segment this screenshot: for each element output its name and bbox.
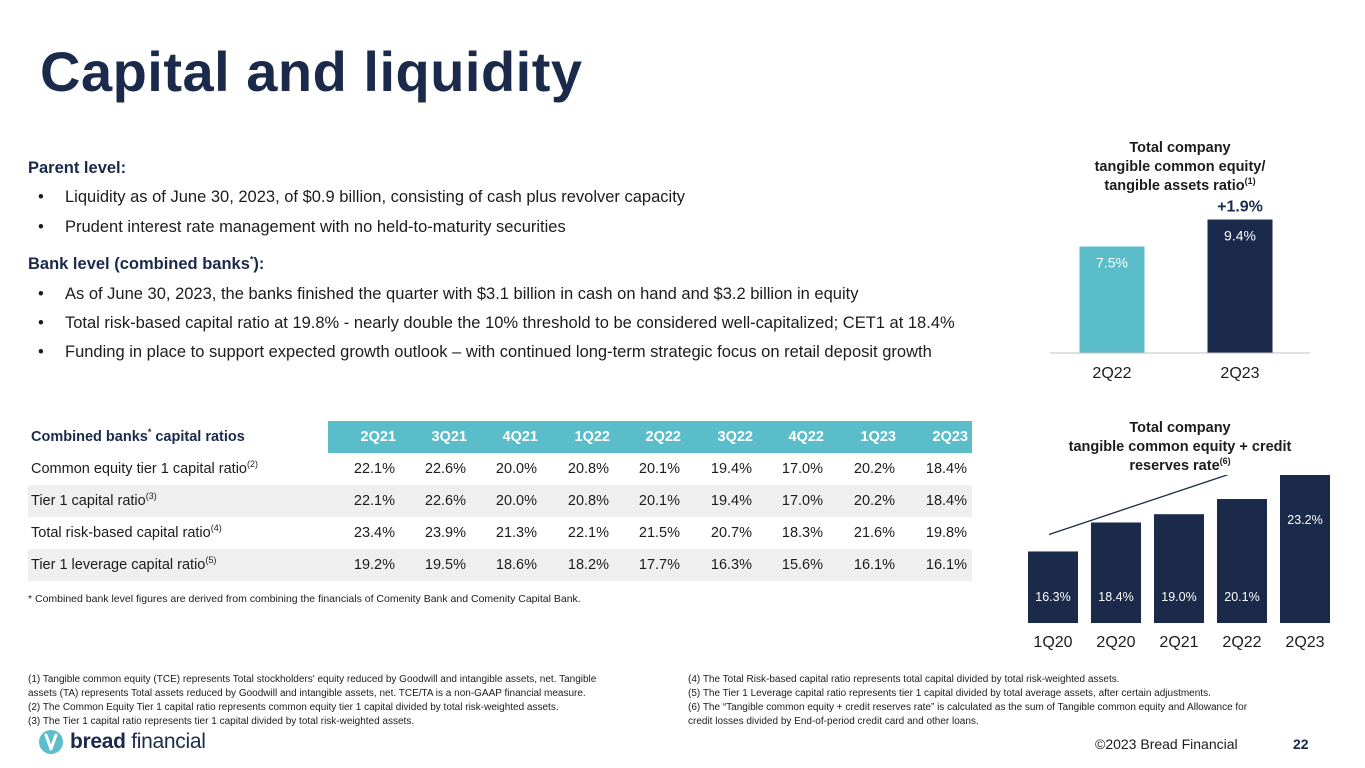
- bar-1q20: [1028, 551, 1078, 623]
- bank-bullet-3: • Funding in place to support expected gr…: [38, 343, 932, 361]
- x-tick-label: 2Q21: [1159, 634, 1198, 651]
- table-cell: 19.8%: [925, 525, 967, 541]
- copyright-text: ©2023 Bread Financial: [1095, 736, 1238, 752]
- table-cell: 17.7%: [614, 549, 685, 581]
- data-label: 9.4%: [1224, 228, 1256, 244]
- table-cell: 20.8%: [567, 461, 609, 477]
- table-cell: 21.3%: [495, 525, 537, 541]
- table-cell: 17.0%: [781, 461, 823, 477]
- table-cell: 22.1%: [353, 461, 395, 477]
- table-cell: 18.4%: [900, 485, 972, 517]
- table-header-row: Combined banks* capital ratios 2Q21 3Q21…: [28, 421, 972, 453]
- page-title: Capital and liquidity: [40, 40, 583, 103]
- row-label: Tier 1 capital ratio(3): [28, 485, 328, 517]
- capital-ratios-table: Combined banks* capital ratios 2Q21 3Q21…: [28, 421, 972, 581]
- table-cell: 23.4%: [353, 525, 395, 541]
- table-cell: 22.1%: [328, 485, 400, 517]
- bar-2q22: [1217, 499, 1267, 623]
- row-label: Common equity tier 1 capital ratio(2): [31, 459, 258, 477]
- table-cell: 18.2%: [542, 549, 614, 581]
- data-label: 7.5%: [1096, 255, 1128, 271]
- table-cell: 18.6%: [471, 549, 542, 581]
- table-cell: 20.2%: [828, 485, 900, 517]
- bar-2q20: [1091, 522, 1141, 623]
- parent-bullet-2: • Prudent interest rate management with n…: [38, 218, 566, 236]
- table-footnote: * Combined bank level figures are derive…: [28, 593, 581, 605]
- x-tick-label: 2Q20: [1096, 634, 1135, 651]
- row-label: Total risk-based capital ratio(4): [31, 523, 222, 541]
- page-number: 22: [1293, 736, 1309, 752]
- x-tick-label: 2Q23: [1220, 365, 1259, 382]
- bar-2q23: [1280, 475, 1330, 623]
- table-cell: 22.6%: [400, 485, 471, 517]
- table-cell: 23.9%: [424, 525, 466, 541]
- table-row: Total risk-based capital ratio(4) 23.4% …: [28, 517, 972, 549]
- bank-bullet-1: • As of June 30, 2023, the banks finished…: [38, 285, 859, 303]
- table-cell: 21.5%: [638, 525, 680, 541]
- chart1-title: Total company tangible common equity/ ta…: [1094, 140, 1266, 194]
- table-row: Common equity tier 1 capital ratio(2) 22…: [28, 453, 972, 485]
- quarter-header: 1Q23: [828, 421, 900, 453]
- bread-financial-logo: bread financial: [38, 729, 206, 755]
- row-label: Tier 1 leverage capital ratio(5): [28, 549, 328, 581]
- table-cell: 18.4%: [925, 461, 967, 477]
- chart2-title: Total company tangible common equity + c…: [1068, 420, 1292, 474]
- table-row: Tier 1 capital ratio(3) 22.1% 22.6% 20.0…: [28, 485, 972, 517]
- table-row: Tier 1 leverage capital ratio(5) 19.2% 1…: [28, 549, 972, 581]
- quarter-header: 1Q22: [542, 421, 614, 453]
- table-cell: 19.5%: [400, 549, 471, 581]
- data-label: 19.0%: [1161, 590, 1196, 604]
- bar-2q21: [1154, 514, 1204, 623]
- table-cell: 19.4%: [685, 485, 757, 517]
- x-tick-label: 2Q22: [1222, 634, 1261, 651]
- x-tick-label: 2Q22: [1092, 365, 1131, 382]
- trend-arrow-line: [1048, 475, 1229, 536]
- data-label: 16.3%: [1035, 590, 1070, 604]
- table-cell: 20.7%: [710, 525, 752, 541]
- footnotes-right: (4) The Total Risk-based capital ratio r…: [688, 674, 1248, 727]
- data-label: 23.2%: [1287, 513, 1322, 527]
- parent-level-heading: Parent level:: [28, 159, 127, 177]
- table-cell: 19.2%: [328, 549, 400, 581]
- table-cell: 20.8%: [542, 485, 614, 517]
- data-label: 18.4%: [1098, 590, 1133, 604]
- table-cell: 21.6%: [853, 525, 895, 541]
- table-cell: 22.6%: [424, 461, 466, 477]
- bar-2q23: [1207, 219, 1273, 353]
- table-header-label: Combined banks* capital ratios: [31, 427, 245, 445]
- tce-ta-ratio-chart: 7.5% 2Q22 9.4% 2Q23 +1.9%: [1050, 199, 1310, 382]
- quarter-header: 3Q22: [685, 421, 757, 453]
- quarter-header: 4Q22: [757, 421, 828, 453]
- table-cell: 20.1%: [638, 461, 680, 477]
- quarter-header: 3Q21: [400, 421, 471, 453]
- table-cell: 20.0%: [495, 461, 537, 477]
- bar-2q22: [1079, 246, 1145, 353]
- parent-bullet-1: • Liquidity as of June 30, 2023, of $0.9 …: [38, 188, 686, 206]
- change-label: +1.9%: [1217, 199, 1263, 216]
- bank-level-heading: Bank level (combined banks*):: [28, 254, 265, 273]
- table-cell: 20.1%: [614, 485, 685, 517]
- tce-credit-reserves-chart: 16.3% 1Q20 18.4% 2Q20 19.0% 2Q21 20.1% 2Q22 23.2…: [1028, 475, 1330, 651]
- table-cell: 19.4%: [710, 461, 752, 477]
- table-cell: 22.1%: [567, 525, 609, 541]
- bank-bullet-2: • Total risk-based capital ratio at 19.8%…: [38, 314, 955, 332]
- table-cell: 18.3%: [781, 525, 823, 541]
- data-label: 20.1%: [1224, 590, 1259, 604]
- quarter-header: 2Q22: [614, 421, 685, 453]
- table-cell: 17.0%: [757, 485, 828, 517]
- table-cell: 20.2%: [853, 461, 895, 477]
- quarter-header: 2Q21: [328, 421, 400, 453]
- table-cell: 20.0%: [471, 485, 542, 517]
- table-cell: 16.1%: [828, 549, 900, 581]
- quarter-header: 2Q23: [900, 421, 972, 453]
- footnotes-left: (1) Tangible common equity (TCE) represe…: [28, 674, 597, 727]
- quarter-header: 4Q21: [471, 421, 542, 453]
- bread-logo-icon: [39, 730, 63, 754]
- x-tick-label: 1Q20: [1033, 634, 1072, 651]
- table-cell: 15.6%: [757, 549, 828, 581]
- table-cell: 16.1%: [900, 549, 972, 581]
- x-tick-label: 2Q23: [1285, 634, 1324, 651]
- table-cell: 16.3%: [685, 549, 757, 581]
